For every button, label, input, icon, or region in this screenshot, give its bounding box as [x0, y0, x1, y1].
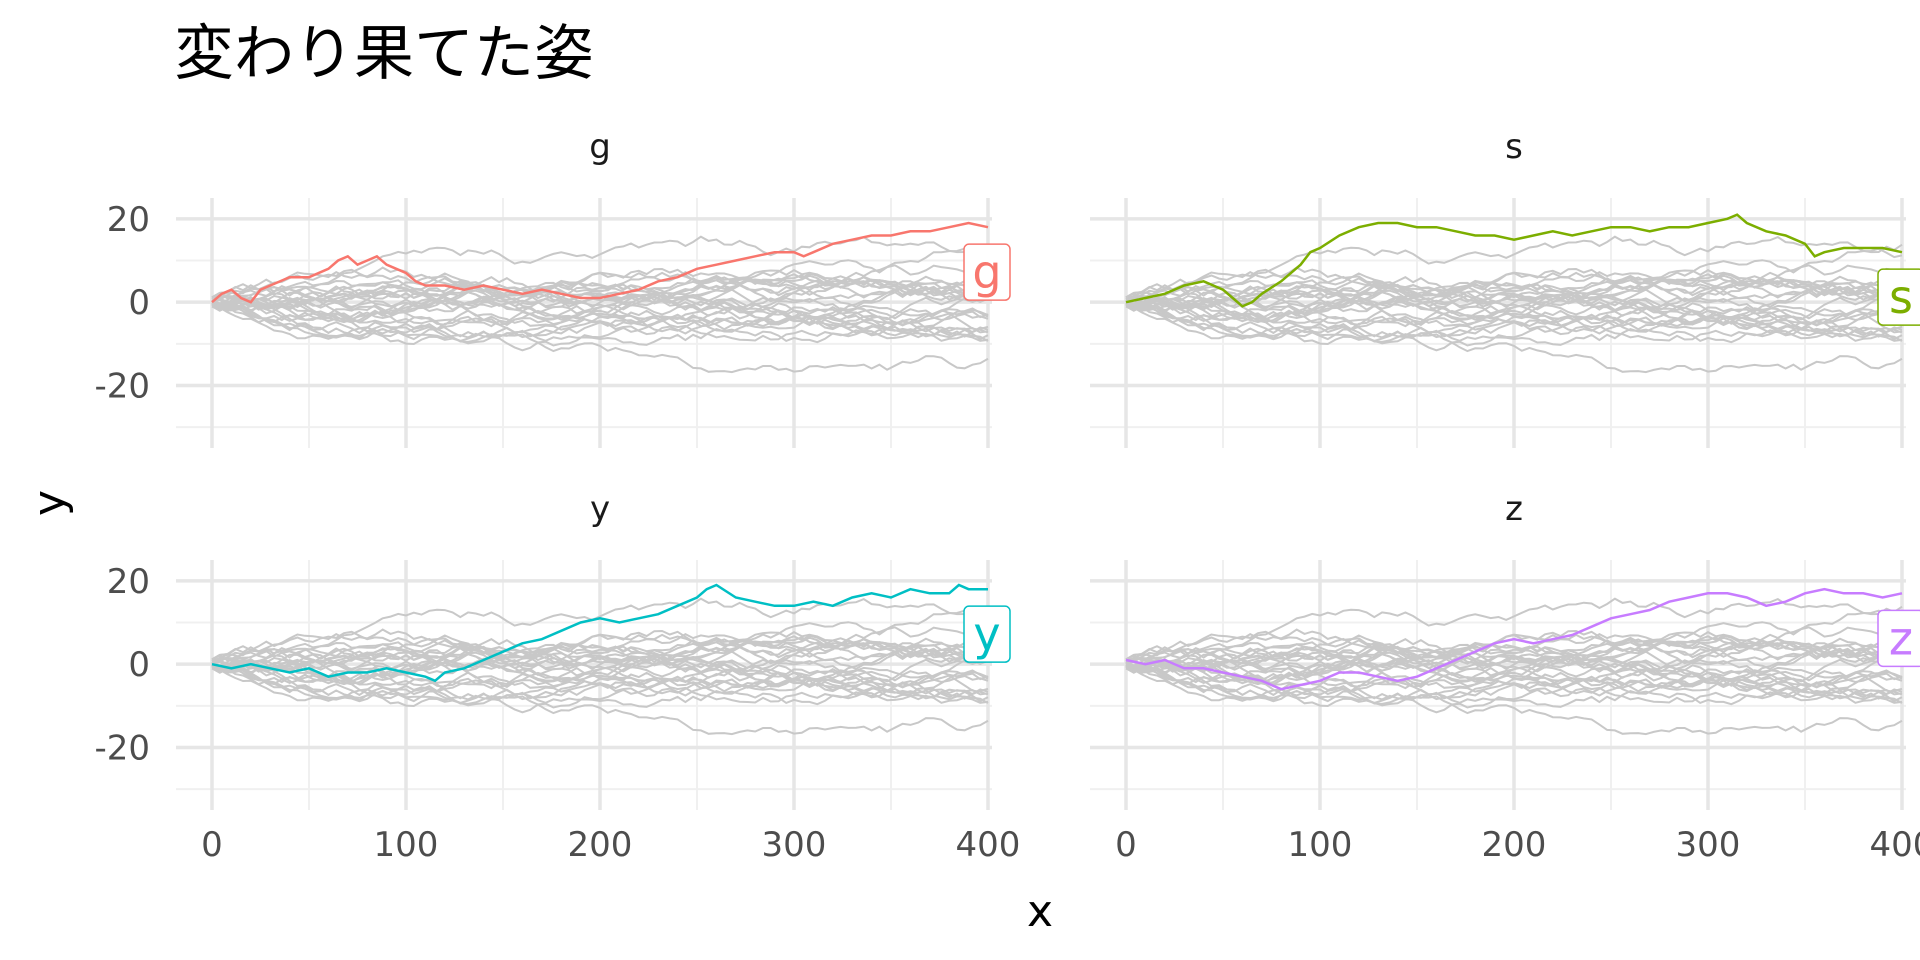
facet-strip-title: s [1505, 127, 1523, 167]
background-series-line [1125, 659, 1903, 706]
series-line-g [211, 221, 989, 304]
y-axis-title: y [24, 490, 75, 516]
background-series-line [211, 660, 989, 697]
background-series-line [211, 609, 989, 678]
series-label-text: y [973, 607, 1000, 661]
background-series-line [211, 298, 989, 335]
background-series-line [211, 647, 989, 695]
series-label-text: g [972, 245, 1001, 299]
background-series-line [1125, 259, 1903, 312]
background-series-line [211, 285, 989, 333]
background-series-line [211, 275, 989, 308]
background-series-line [1125, 297, 1903, 344]
background-series-line [1125, 298, 1903, 335]
series-label-text: z [1889, 611, 1913, 665]
background-series-line [1125, 638, 1903, 703]
background-series-line [1125, 660, 1903, 697]
x-axis-title: x [1027, 886, 1053, 937]
x-tick-label: 100 [1288, 825, 1353, 865]
background-series-line [211, 302, 989, 374]
background-series-line [211, 268, 989, 309]
background-series-line [211, 276, 989, 341]
background-series-line [1125, 630, 1903, 671]
background-series-line [1125, 609, 1903, 678]
series-label-box [963, 605, 1011, 663]
series-line-y [211, 583, 988, 683]
facet-strip-title: y [590, 489, 610, 529]
background-series-line [1125, 266, 1903, 303]
background-series-line [1125, 297, 1903, 338]
background-series-line [1125, 289, 1903, 342]
background-series-line [211, 637, 989, 670]
background-series-line [1125, 637, 1903, 670]
background-series-line [211, 247, 989, 316]
x-tick-label: 400 [956, 825, 1021, 865]
y-tick-label: 0 [128, 283, 150, 323]
background-series-line [1125, 621, 1903, 674]
background-series-line [211, 621, 989, 674]
background-series-line [211, 651, 989, 704]
background-series-line [1125, 274, 1903, 324]
x-tick-label: 300 [1676, 825, 1741, 865]
background-series-line [211, 259, 989, 312]
background-series-line [211, 638, 989, 703]
x-tick-label: 0 [1115, 825, 1137, 865]
series-label-box [1877, 268, 1920, 326]
background-series-line [211, 289, 989, 342]
background-series-line [1125, 275, 1903, 308]
series-label-text: s [1889, 270, 1913, 324]
background-series-line [1125, 247, 1903, 316]
background-series-line [211, 659, 989, 706]
series-line-z [1125, 587, 1903, 691]
x-tick-label: 100 [374, 825, 439, 865]
facet-panel: z z 0 100 200 300 400 [1090, 489, 1920, 865]
background-series-line [1125, 664, 1903, 736]
background-series-line [1125, 285, 1903, 333]
x-tick-label: 200 [1482, 825, 1547, 865]
background-series-line [1125, 302, 1903, 374]
chart-title: 変わり果てた姿 [174, 19, 594, 89]
background-series-line [1125, 268, 1903, 309]
facet-strip-title: z [1505, 489, 1523, 529]
facet-panel: g g -20 0 20 [94, 127, 1011, 448]
background-series-line [211, 297, 989, 344]
facet-panel: ss [1090, 127, 1920, 448]
y-tick-label: 0 [128, 645, 150, 685]
series-label-box [963, 243, 1011, 301]
facet-strip-title: g [589, 127, 611, 167]
background-series-line [1125, 647, 1903, 695]
y-tick-label: 20 [107, 562, 150, 602]
background-series-line [1125, 276, 1903, 341]
background-series-line [211, 630, 989, 671]
background-series-line [211, 636, 989, 686]
background-series-line [211, 266, 989, 303]
background-series-line [211, 297, 989, 338]
x-tick-label: 300 [762, 825, 827, 865]
background-series-line [1125, 636, 1903, 686]
series-label-box [1877, 609, 1920, 668]
background-series-line [211, 274, 989, 324]
y-tick-label: 20 [107, 200, 150, 240]
series-line-s [1125, 213, 1903, 308]
background-series-line [211, 664, 989, 736]
background-series-line [211, 628, 989, 665]
background-series-line [1125, 628, 1903, 665]
x-tick-label: 0 [201, 825, 223, 865]
y-tick-label: -20 [94, 729, 150, 769]
y-tick-label: -20 [94, 367, 150, 407]
background-series-line [211, 659, 989, 700]
x-tick-label: 400 [1870, 825, 1920, 865]
x-tick-label: 200 [568, 825, 633, 865]
background-series-line [1125, 651, 1903, 704]
